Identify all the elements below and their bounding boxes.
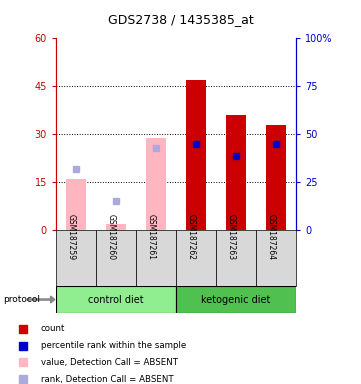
Bar [186, 80, 206, 230]
Text: control diet: control diet [88, 295, 144, 305]
Bar [226, 115, 246, 230]
Text: value, Detection Call = ABSENT: value, Detection Call = ABSENT [41, 358, 178, 367]
Text: protocol: protocol [4, 295, 40, 304]
Bar [216, 230, 256, 286]
Bar [56, 286, 176, 313]
Text: GSM187263: GSM187263 [227, 214, 236, 260]
Text: GSM187262: GSM187262 [187, 214, 196, 260]
Text: GDS2738 / 1435385_at: GDS2738 / 1435385_at [108, 13, 253, 26]
Bar [266, 125, 286, 230]
Bar [146, 137, 166, 230]
Text: GSM187264: GSM187264 [267, 214, 276, 260]
Bar [176, 286, 296, 313]
Text: percentile rank within the sample: percentile rank within the sample [41, 341, 186, 350]
Bar [106, 224, 126, 230]
Text: GSM187260: GSM187260 [107, 214, 116, 260]
Text: GSM187261: GSM187261 [147, 214, 156, 260]
Bar [96, 230, 136, 286]
Text: rank, Detection Call = ABSENT: rank, Detection Call = ABSENT [41, 375, 173, 384]
Bar [136, 230, 176, 286]
Text: ketogenic diet: ketogenic diet [201, 295, 271, 305]
Text: GSM187259: GSM187259 [67, 214, 76, 260]
Text: count: count [41, 324, 65, 333]
Bar [66, 179, 86, 230]
Bar [176, 230, 216, 286]
Bar [56, 230, 96, 286]
Bar [256, 230, 296, 286]
